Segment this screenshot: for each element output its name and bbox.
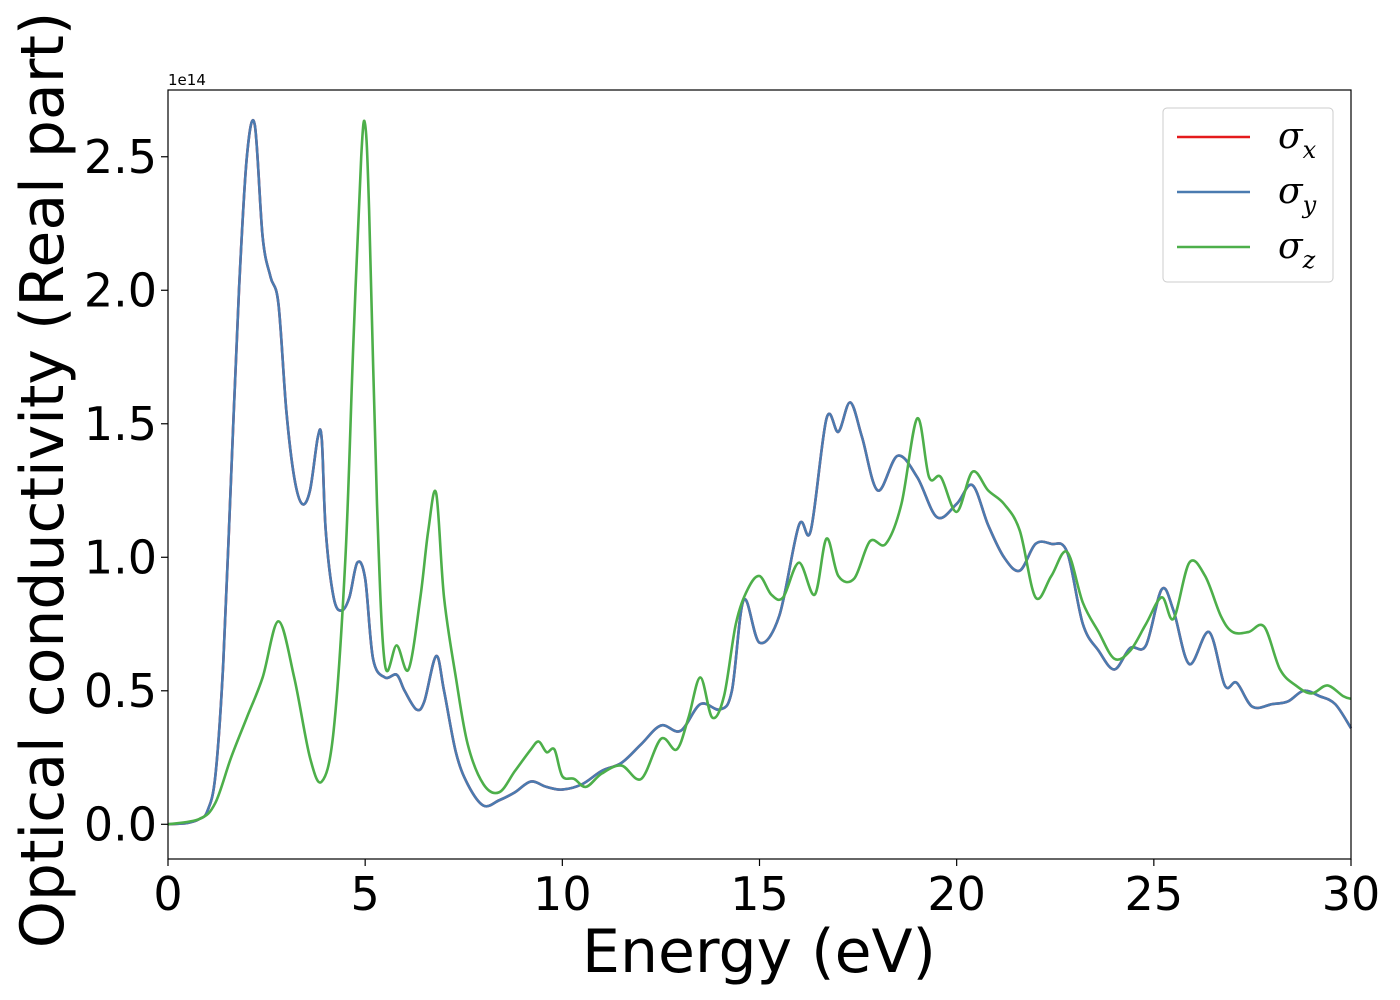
x-tick-label: 20 — [927, 867, 986, 921]
y-tick-label: 0.0 — [84, 797, 157, 851]
x-tick-label: 30 — [1322, 867, 1381, 921]
y-tick-label: 1.0 — [84, 530, 157, 584]
y-tick-label: 0.5 — [84, 664, 157, 718]
y-offset-label: 1e14 — [168, 71, 206, 89]
x-tick-label: 10 — [533, 867, 592, 921]
y-tick-label: 2.0 — [84, 263, 157, 317]
legend-box — [1162, 107, 1334, 283]
x-axis-label: Energy (eV) — [582, 917, 936, 987]
plot-lines — [167, 118, 1353, 826]
x-axis: 0 5 10 15 20 25 30 — [153, 859, 1380, 921]
y-axis-label: Optical conductivity (Real part) — [8, 12, 78, 949]
x-tick-label: 5 — [351, 867, 380, 921]
x-tick-label: 0 — [153, 867, 182, 921]
series-line-z — [167, 119, 1352, 826]
x-tick-label: 25 — [1125, 867, 1184, 921]
y-tick-label: 1.5 — [84, 397, 157, 451]
x-tick-label: 15 — [730, 867, 789, 921]
y-axis: 0.0 0.5 1.0 1.5 2.0 2.5 — [84, 130, 168, 851]
y-tick-label: 2.5 — [84, 130, 157, 184]
series-line-y — [167, 118, 1353, 826]
